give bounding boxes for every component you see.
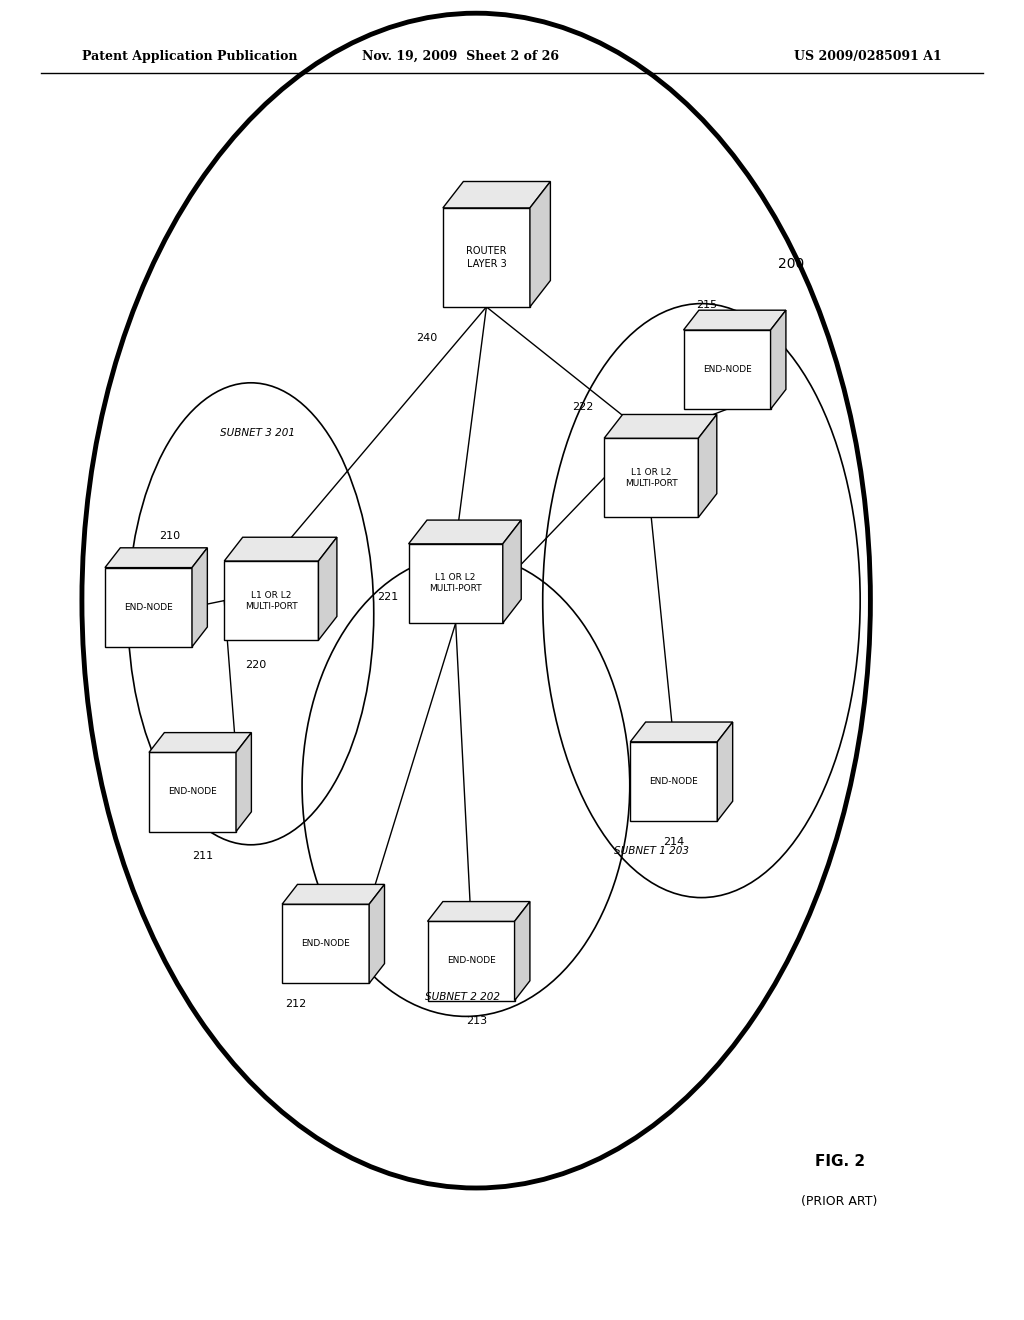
Polygon shape [631, 742, 717, 821]
Text: 220: 220 [245, 660, 266, 671]
Text: SUBNET 1 203: SUBNET 1 203 [614, 846, 689, 857]
Text: 211: 211 [193, 851, 214, 862]
Polygon shape [631, 722, 733, 742]
Polygon shape [604, 414, 717, 438]
Text: 240: 240 [417, 333, 438, 343]
Polygon shape [150, 733, 252, 752]
Polygon shape [409, 544, 503, 623]
Text: L1 OR L2
MULTI-PORT: L1 OR L2 MULTI-PORT [429, 573, 482, 594]
Polygon shape [104, 568, 193, 647]
Polygon shape [684, 330, 770, 409]
Polygon shape [409, 520, 521, 544]
Text: 214: 214 [664, 837, 685, 847]
Polygon shape [770, 310, 786, 409]
Text: 200: 200 [778, 257, 805, 271]
Text: (PRIOR ART): (PRIOR ART) [802, 1195, 878, 1208]
Polygon shape [150, 752, 236, 832]
Text: 213: 213 [466, 1016, 487, 1027]
Text: 212: 212 [285, 999, 306, 1010]
Polygon shape [193, 548, 207, 647]
Polygon shape [318, 537, 337, 640]
Text: Patent Application Publication: Patent Application Publication [82, 50, 297, 63]
Polygon shape [283, 904, 369, 983]
Polygon shape [503, 520, 521, 623]
Polygon shape [515, 902, 530, 1001]
Polygon shape [442, 181, 551, 207]
Polygon shape [428, 921, 515, 1001]
Text: 222: 222 [572, 401, 594, 412]
Polygon shape [604, 438, 698, 517]
Polygon shape [104, 548, 207, 568]
Polygon shape [684, 310, 786, 330]
Polygon shape [698, 414, 717, 517]
Polygon shape [369, 884, 385, 983]
Text: 221: 221 [377, 591, 398, 602]
Text: SUBNET 3 201: SUBNET 3 201 [220, 428, 295, 438]
Text: L1 OR L2
MULTI-PORT: L1 OR L2 MULTI-PORT [245, 590, 298, 611]
Text: END-NODE: END-NODE [702, 366, 752, 374]
Text: 215: 215 [696, 300, 718, 310]
Text: END-NODE: END-NODE [168, 788, 217, 796]
Text: END-NODE: END-NODE [124, 603, 173, 611]
Text: L1 OR L2
MULTI-PORT: L1 OR L2 MULTI-PORT [625, 467, 678, 488]
Text: END-NODE: END-NODE [446, 957, 496, 965]
Polygon shape [236, 733, 252, 832]
Polygon shape [530, 181, 551, 306]
Text: Nov. 19, 2009  Sheet 2 of 26: Nov. 19, 2009 Sheet 2 of 26 [362, 50, 559, 63]
Polygon shape [428, 902, 530, 921]
Polygon shape [717, 722, 733, 821]
Text: END-NODE: END-NODE [649, 777, 698, 785]
Text: SUBNET 2 202: SUBNET 2 202 [425, 991, 500, 1002]
Text: ROUTER
LAYER 3: ROUTER LAYER 3 [466, 247, 507, 268]
Polygon shape [224, 537, 337, 561]
Text: US 2009/0285091 A1: US 2009/0285091 A1 [795, 50, 942, 63]
Text: END-NODE: END-NODE [301, 940, 350, 948]
Polygon shape [224, 561, 318, 640]
Polygon shape [442, 207, 530, 306]
Text: 210: 210 [159, 531, 180, 541]
Polygon shape [283, 884, 385, 904]
Text: FIG. 2: FIG. 2 [815, 1154, 864, 1170]
